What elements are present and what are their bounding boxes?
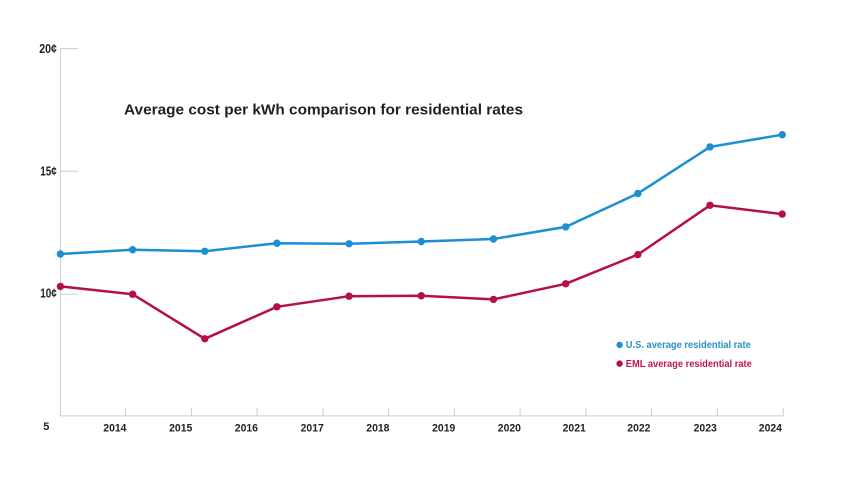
svg-text:2022: 2022 [627, 423, 650, 435]
svg-text:2023: 2023 [694, 423, 717, 435]
svg-text:2016: 2016 [235, 423, 258, 435]
svg-text:2020: 2020 [498, 423, 521, 435]
svg-text:Average cost per kWh compariso: Average cost per kWh comparison for resi… [124, 102, 523, 119]
svg-text:5: 5 [43, 421, 49, 433]
svg-text:2021: 2021 [563, 423, 586, 435]
svg-text:U.S. average residential rate: U.S. average residential rate [626, 340, 751, 351]
svg-text:2015: 2015 [169, 423, 192, 435]
svg-text:20¢: 20¢ [39, 42, 57, 56]
svg-text:EML average residential rate: EML average residential rate [626, 359, 752, 370]
svg-text:2024: 2024 [759, 423, 783, 435]
svg-text:2017: 2017 [301, 423, 324, 435]
svg-text:2018: 2018 [366, 423, 389, 435]
svg-text:2019: 2019 [432, 423, 455, 435]
svg-text:15¢: 15¢ [40, 164, 57, 178]
svg-text:10¢: 10¢ [40, 287, 57, 301]
svg-text:2014: 2014 [103, 423, 127, 435]
